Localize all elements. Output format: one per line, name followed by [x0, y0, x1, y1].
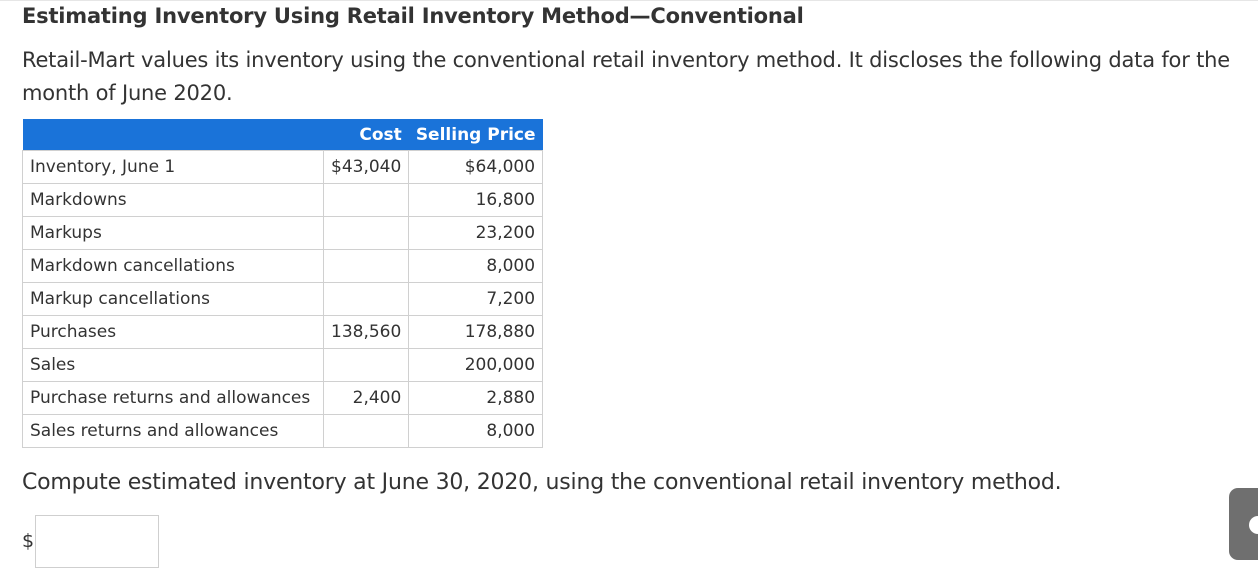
row-selling-price: 2,880 — [408, 381, 544, 415]
row-label: Sales returns and allowances — [22, 414, 324, 448]
row-selling-price: 200,000 — [408, 348, 544, 382]
intro-paragraph: Retail-Mart values its inventory using t… — [22, 48, 1230, 105]
table-row: Markup cancellations 7,200 — [22, 282, 544, 316]
table-row: Sales returns and allowances 8,000 — [22, 414, 544, 448]
row-cost: 2,400 — [322, 381, 410, 415]
row-cost — [322, 216, 410, 250]
row-label: Sales — [22, 348, 324, 382]
chevron-handle-icon[interactable] — [1229, 488, 1258, 560]
row-selling-price: $64,000 — [408, 150, 544, 184]
table-header-row: Cost Selling Price — [22, 119, 543, 151]
table-row: Markdown cancellations 8,000 — [22, 249, 544, 283]
row-label: Markdowns — [22, 183, 324, 217]
row-label: Markdown cancellations — [22, 249, 324, 283]
row-cost — [322, 282, 410, 316]
row-label: Purchase returns and allowances — [22, 381, 324, 415]
handle-knob — [1249, 516, 1258, 534]
table-row: Sales 200,000 — [22, 348, 544, 382]
table-row: Markdowns 16,800 — [22, 183, 544, 217]
row-selling-price: 178,880 — [408, 315, 544, 349]
row-label: Markups — [22, 216, 324, 250]
header-label — [22, 119, 324, 151]
row-selling-price: 8,000 — [408, 249, 544, 283]
header-selling-price: Selling Price — [408, 119, 543, 151]
page-title: Estimating Inventory Using Retail Invent… — [22, 4, 804, 28]
row-cost: $43,040 — [322, 150, 410, 184]
table-row: Purchase returns and allowances 2,400 2,… — [22, 381, 544, 415]
row-selling-price: 8,000 — [408, 414, 544, 448]
row-selling-price: 16,800 — [408, 183, 544, 217]
row-cost: 138,560 — [322, 315, 410, 349]
row-label: Purchases — [22, 315, 324, 349]
row-cost — [322, 249, 410, 283]
top-divider — [0, 0, 1258, 1]
table-row: Inventory, June 1 $43,040 $64,000 — [22, 150, 544, 184]
currency-symbol: $ — [22, 530, 35, 552]
row-selling-price: 7,200 — [408, 282, 544, 316]
question-prompt: Compute estimated inventory at June 30, … — [22, 470, 1062, 495]
inventory-data-table: Cost Selling Price Inventory, June 1 $43… — [22, 119, 544, 448]
table-row: Purchases 138,560 178,880 — [22, 315, 544, 349]
row-selling-price: 23,200 — [408, 216, 544, 250]
header-cost: Cost — [323, 119, 409, 151]
row-label: Inventory, June 1 — [22, 150, 324, 184]
row-label: Markup cancellations — [22, 282, 324, 316]
table-row: Markups 23,200 — [22, 216, 544, 250]
row-cost — [322, 348, 410, 382]
row-cost — [322, 414, 410, 448]
estimated-inventory-input[interactable] — [35, 515, 159, 568]
row-cost — [322, 183, 410, 217]
